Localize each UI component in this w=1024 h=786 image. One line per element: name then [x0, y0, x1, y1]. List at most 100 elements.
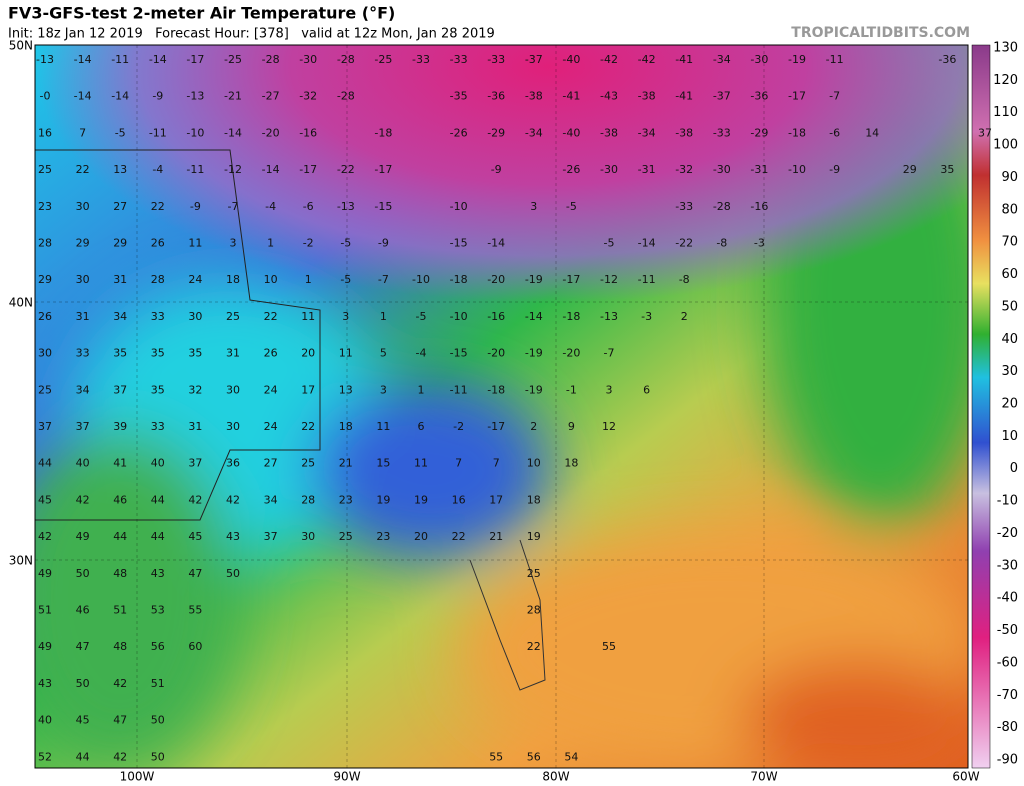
station-value: -34: [525, 126, 543, 139]
station-value: -22: [337, 163, 355, 176]
station-value: -10: [450, 310, 468, 323]
station-value: -26: [450, 126, 468, 139]
station-value: 55: [489, 750, 503, 763]
station-value: 17: [301, 383, 315, 396]
station-value: 43: [151, 567, 165, 580]
lon-label: 60W: [952, 770, 979, 784]
colorbar-tick: 110: [993, 105, 1018, 120]
station-value: -20: [562, 347, 580, 360]
station-value: 37: [76, 420, 90, 433]
station-value: 3: [606, 383, 613, 396]
station-value: -11: [111, 53, 129, 66]
station-value: -8: [679, 273, 690, 286]
station-value: 52: [38, 750, 52, 763]
station-value: 16: [38, 126, 52, 139]
station-value: 54: [564, 750, 578, 763]
station-value: -5: [566, 200, 577, 213]
station-value: -4: [152, 163, 163, 176]
station-value: -17: [186, 53, 204, 66]
station-value: -11: [638, 273, 656, 286]
station-value: 43: [226, 530, 240, 543]
station-value: -17: [374, 163, 392, 176]
station-value: 20: [414, 530, 428, 543]
station-value: -41: [675, 90, 693, 103]
station-value: -20: [487, 273, 505, 286]
station-value: 43: [38, 677, 52, 690]
station-value: 1: [305, 273, 312, 286]
station-value: -1: [566, 383, 577, 396]
station-value: -13: [36, 53, 54, 66]
station-value: -19: [525, 347, 543, 360]
station-value: 6: [418, 420, 425, 433]
station-value: -7: [829, 90, 840, 103]
map-area: [35, 45, 968, 768]
station-value: -31: [750, 163, 768, 176]
station-value: -32: [675, 163, 693, 176]
station-value: 30: [226, 383, 240, 396]
station-value: -40: [562, 53, 580, 66]
station-value: 42: [113, 677, 127, 690]
station-value: 37: [38, 420, 52, 433]
station-value: 12: [602, 420, 616, 433]
station-value: -2: [453, 420, 464, 433]
station-value: 30: [76, 273, 90, 286]
station-value: -6: [303, 200, 314, 213]
station-value: 44: [76, 750, 90, 763]
station-value: -14: [638, 237, 656, 250]
station-value: -41: [675, 53, 693, 66]
station-value: 37: [113, 383, 127, 396]
station-value: -36: [750, 90, 768, 103]
station-value: -28: [262, 53, 280, 66]
station-value: 42: [226, 493, 240, 506]
colorbar-tick: 20: [1001, 397, 1018, 412]
station-value: 23: [339, 493, 353, 506]
station-value: -28: [713, 200, 731, 213]
station-value: -17: [788, 90, 806, 103]
colorbar: [971, 44, 991, 769]
station-value: -29: [487, 126, 505, 139]
station-value: 25: [226, 310, 240, 323]
colorbar-tick: 70: [1001, 235, 1018, 250]
station-value: -20: [487, 347, 505, 360]
station-value: 35: [940, 163, 954, 176]
station-value: -4: [265, 200, 276, 213]
station-value: -3: [754, 237, 765, 250]
station-value: 56: [151, 640, 165, 653]
station-value: 17: [489, 493, 503, 506]
colorbar-tick: -90: [997, 753, 1018, 768]
station-value: 1: [418, 383, 425, 396]
station-value: 56: [527, 750, 541, 763]
lon-label: 70W: [750, 770, 777, 784]
station-value: 31: [188, 420, 202, 433]
station-value: -40: [562, 126, 580, 139]
station-value: 2: [530, 420, 537, 433]
subtitle: Init: 18z Jan 12 2019 Forecast Hour: [37…: [8, 27, 495, 42]
station-value: -29: [750, 126, 768, 139]
lon-label: 100W: [120, 770, 155, 784]
station-value: 13: [113, 163, 127, 176]
station-value: -25: [374, 53, 392, 66]
station-value: 44: [113, 530, 127, 543]
station-value: -30: [713, 163, 731, 176]
station-value: 11: [376, 420, 390, 433]
station-value: -6: [829, 126, 840, 139]
station-value: 31: [76, 310, 90, 323]
station-value: 44: [151, 530, 165, 543]
station-value: 11: [414, 457, 428, 470]
station-value: -30: [600, 163, 618, 176]
station-value: 29: [113, 237, 127, 250]
station-value: -9: [152, 90, 163, 103]
station-value: -9: [829, 163, 840, 176]
station-value: -3: [641, 310, 652, 323]
station-value: 37: [264, 530, 278, 543]
station-value: -4: [416, 347, 427, 360]
station-value: 21: [339, 457, 353, 470]
station-value: 10: [527, 457, 541, 470]
station-value: -20: [262, 126, 280, 139]
labels: -13 -14 -11 -14 -17 -25 -28 -30 -28 -25 -33 -33 -33-…: [9, 39, 1018, 784]
station-value: -17: [562, 273, 580, 286]
station-value: -28: [337, 90, 355, 103]
station-value: 11: [301, 310, 315, 323]
station-value: 45: [188, 530, 202, 543]
